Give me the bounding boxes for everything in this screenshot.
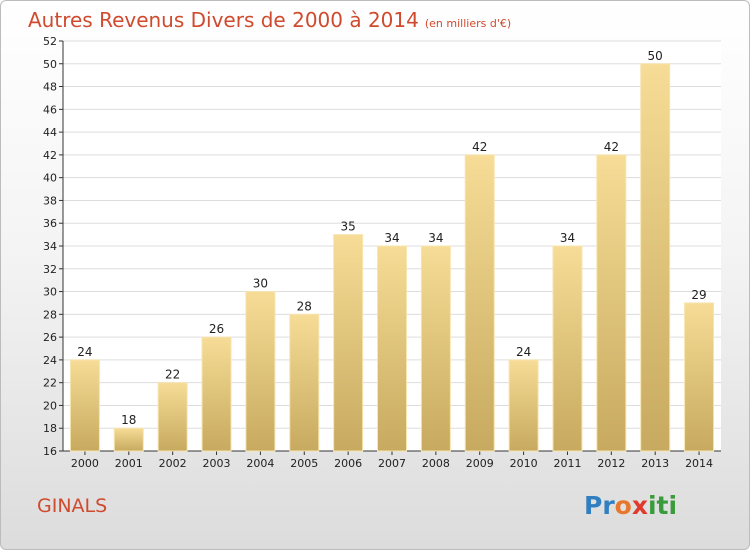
x-tick-label: 2012 bbox=[597, 457, 625, 470]
bar bbox=[333, 234, 364, 452]
bar bbox=[157, 382, 188, 452]
data-label: 34 bbox=[384, 231, 399, 245]
bar bbox=[245, 291, 276, 452]
x-tick-label: 2009 bbox=[466, 457, 494, 470]
chart-title-text: Autres Revenus Divers de 2000 à 2014 bbox=[28, 8, 419, 32]
y-tick-label: 20 bbox=[43, 399, 57, 412]
x-axis: 2000 2001 2002 2003 2004 2005 2006 2007 2008 2009… bbox=[63, 450, 721, 470]
bar bbox=[201, 336, 232, 452]
bar bbox=[552, 245, 583, 452]
bar bbox=[508, 359, 539, 452]
logo-part: iti bbox=[647, 491, 678, 520]
y-tick-label: 32 bbox=[43, 263, 57, 276]
y-tick-label: 44 bbox=[43, 126, 57, 139]
bar bbox=[377, 245, 407, 452]
y-tick-label: 24 bbox=[43, 354, 57, 367]
y-tick-label: 40 bbox=[43, 172, 57, 185]
y-tick-label: 46 bbox=[43, 103, 57, 116]
x-tick-label: 2004 bbox=[246, 457, 274, 470]
y-axis: 16 18 20 22 24 26 28 30 32 34 36 38 40 42 44 46 48 50 52 bbox=[43, 35, 64, 458]
x-tick-label: 2000 bbox=[71, 457, 99, 470]
bar bbox=[113, 427, 144, 452]
bar bbox=[289, 313, 320, 452]
x-tick-label: 2007 bbox=[378, 457, 406, 470]
logo-part: o bbox=[614, 491, 632, 520]
y-tick-label: 50 bbox=[43, 58, 57, 71]
data-label: 18 bbox=[121, 413, 136, 427]
y-tick-label: 16 bbox=[43, 445, 57, 458]
data-label: 34 bbox=[560, 231, 575, 245]
data-label: 29 bbox=[691, 288, 706, 302]
bar bbox=[420, 245, 451, 452]
y-tick-label: 34 bbox=[43, 240, 57, 253]
x-tick-label: 2001 bbox=[115, 457, 143, 470]
data-label: 35 bbox=[340, 220, 355, 234]
x-tick-label: 2013 bbox=[641, 457, 669, 470]
data-label: 30 bbox=[253, 277, 268, 291]
y-tick-label: 18 bbox=[43, 422, 57, 435]
data-label: 42 bbox=[604, 140, 619, 154]
data-label: 24 bbox=[516, 345, 531, 359]
x-tick-label: 2008 bbox=[422, 457, 450, 470]
y-tick-label: 22 bbox=[43, 377, 57, 390]
x-tick-label: 2005 bbox=[290, 457, 318, 470]
bar bbox=[640, 63, 671, 452]
bar bbox=[464, 154, 495, 452]
data-label: 24 bbox=[77, 345, 92, 359]
bar bbox=[69, 359, 100, 452]
y-tick-label: 30 bbox=[43, 286, 57, 299]
bar bbox=[596, 154, 627, 452]
y-tick-label: 42 bbox=[43, 149, 57, 162]
x-tick-label: 2006 bbox=[334, 457, 362, 470]
y-tick-label: 28 bbox=[43, 308, 57, 321]
data-label: 50 bbox=[648, 49, 663, 63]
y-tick-label: 36 bbox=[43, 217, 57, 230]
data-label: 28 bbox=[297, 299, 312, 313]
chart-title: Autres Revenus Divers de 2000 à 2014 (en … bbox=[28, 8, 511, 32]
data-label: 34 bbox=[428, 231, 443, 245]
data-label: 42 bbox=[472, 140, 487, 154]
logo-part: x bbox=[631, 491, 648, 520]
x-tick-label: 2014 bbox=[685, 457, 713, 470]
y-tick-label: 48 bbox=[43, 81, 57, 94]
data-labels: 24 18 22 26 30 28 35 34 34 42 24 34 42 50 29 bbox=[77, 49, 706, 427]
bars bbox=[69, 63, 715, 452]
y-tick-label: 38 bbox=[43, 194, 57, 207]
proxiti-logo[interactable]: Proxiti bbox=[584, 491, 677, 520]
bar bbox=[684, 302, 715, 452]
x-tick-label: 2002 bbox=[159, 457, 187, 470]
x-tick-label: 2011 bbox=[553, 457, 581, 470]
x-tick-label: 2010 bbox=[510, 457, 538, 470]
location-label: GINALS bbox=[37, 495, 108, 517]
chart-subtitle: (en milliers d'€) bbox=[424, 17, 512, 30]
y-tick-label: 52 bbox=[43, 35, 57, 48]
data-label: 26 bbox=[209, 322, 224, 336]
logo-part: Pr bbox=[584, 491, 615, 520]
data-label: 22 bbox=[165, 368, 180, 382]
y-tick-label: 26 bbox=[43, 331, 57, 344]
x-tick-label: 2003 bbox=[203, 457, 231, 470]
